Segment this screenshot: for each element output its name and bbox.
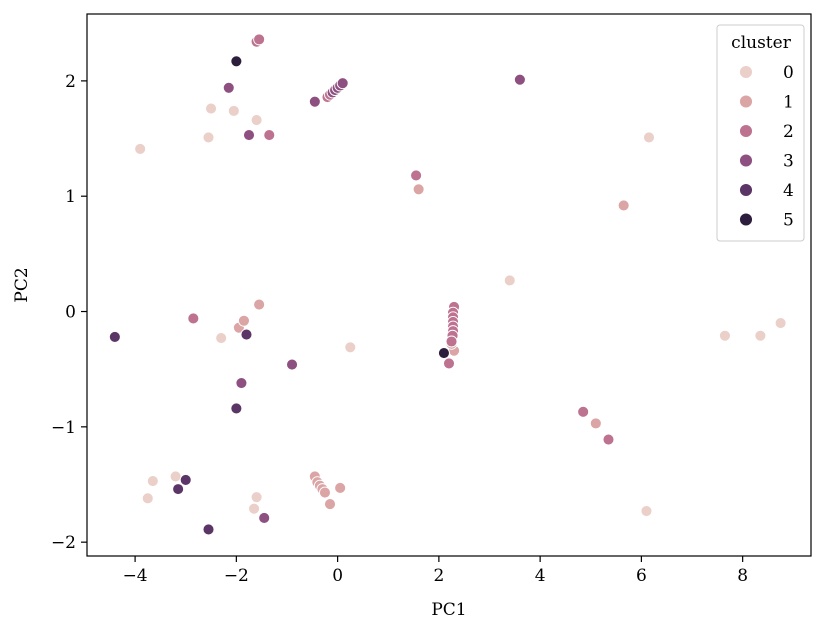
y-axis-label: PC2 xyxy=(12,267,32,302)
data-point-cluster-1 xyxy=(319,486,331,499)
data-point-cluster-0 xyxy=(503,274,516,287)
x-axis: −4 −2 0 2 4 6 8 xyxy=(123,556,748,586)
x-tick-label: −2 xyxy=(224,566,249,586)
data-point-cluster-2 xyxy=(443,357,455,370)
legend-marker-cluster-0 xyxy=(739,65,753,79)
x-tick-label: 8 xyxy=(737,566,748,586)
data-point-cluster-1 xyxy=(334,482,347,494)
data-point-cluster-4 xyxy=(230,402,243,415)
data-point-cluster-0 xyxy=(141,492,154,505)
y-tick-label: 2 xyxy=(65,72,76,92)
data-point-cluster-3 xyxy=(308,95,321,108)
data-point-cluster-3 xyxy=(222,81,235,94)
legend-label-cluster-3: 3 xyxy=(783,152,794,172)
data-point-cluster-5 xyxy=(230,55,243,68)
data-point-cluster-0 xyxy=(774,317,787,330)
legend-marker-cluster-4 xyxy=(739,183,753,197)
legend-marker-cluster-1 xyxy=(739,94,753,109)
data-point-cluster-3 xyxy=(243,129,255,142)
plot-area-frame xyxy=(86,13,812,557)
data-point-cluster-1 xyxy=(589,417,602,430)
y-tick-label: −2 xyxy=(51,533,76,553)
legend-label-cluster-0: 0 xyxy=(783,63,794,83)
data-point-cluster-2 xyxy=(577,405,590,418)
legend-box xyxy=(716,24,805,242)
data-point-cluster-0 xyxy=(202,131,215,144)
x-tick-label: 6 xyxy=(636,566,647,586)
y-tick-label: −1 xyxy=(51,418,76,438)
x-tick-label: 0 xyxy=(332,566,343,586)
data-point-cluster-5 xyxy=(437,347,450,359)
y-axis: −2 −1 0 1 2 xyxy=(51,72,87,553)
y-tick-label: 0 xyxy=(65,303,76,323)
data-point-cluster-4 xyxy=(240,328,253,341)
data-point-cluster-2 xyxy=(445,335,458,348)
data-point-cluster-0 xyxy=(227,104,240,117)
y-tick-label: 1 xyxy=(65,187,76,207)
legend-label-cluster-5: 5 xyxy=(783,211,794,231)
data-point-cluster-3 xyxy=(336,77,349,90)
data-point-cluster-4 xyxy=(179,473,192,486)
data-point-cluster-3 xyxy=(258,511,271,524)
data-point-cluster-0 xyxy=(250,491,263,504)
data-point-cluster-3 xyxy=(235,377,248,389)
data-point-cluster-4 xyxy=(108,330,121,343)
data-point-cluster-0 xyxy=(718,329,731,342)
data-point-cluster-1 xyxy=(412,183,425,196)
x-axis-label: PC1 xyxy=(431,600,466,620)
legend-label-cluster-4: 4 xyxy=(783,181,794,201)
data-point-cluster-0 xyxy=(643,131,655,144)
data-point-cluster-1 xyxy=(617,199,630,212)
data-point-cluster-2 xyxy=(263,129,276,142)
data-point-cluster-0 xyxy=(169,470,182,483)
data-point-cluster-3 xyxy=(513,73,526,86)
data-point-cluster-0 xyxy=(754,329,767,342)
legend-title: cluster xyxy=(731,33,792,53)
data-point-cluster-2 xyxy=(253,33,266,46)
x-tick-label: −4 xyxy=(123,566,148,586)
data-point-cluster-0 xyxy=(134,142,147,155)
data-point-cluster-1 xyxy=(324,498,336,511)
data-point-cluster-0 xyxy=(248,502,261,515)
legend-label-cluster-2: 2 xyxy=(783,122,794,142)
data-point-cluster-1 xyxy=(238,314,250,327)
data-point-cluster-2 xyxy=(602,433,615,446)
x-tick-label: 4 xyxy=(535,566,546,586)
legend-label-cluster-1: 1 xyxy=(783,93,794,113)
data-point-cluster-0 xyxy=(344,341,357,354)
points-layer xyxy=(108,33,787,536)
data-point-cluster-0 xyxy=(205,102,217,115)
legend: cluster 0 1 2 3 4 5 xyxy=(716,24,805,242)
data-point-cluster-0 xyxy=(640,505,653,517)
data-point-cluster-4 xyxy=(202,523,215,536)
data-point-cluster-0 xyxy=(250,114,263,127)
data-point-cluster-3 xyxy=(286,358,298,371)
data-point-cluster-2 xyxy=(187,312,200,325)
data-point-cluster-2 xyxy=(410,169,423,182)
data-point-cluster-1 xyxy=(253,298,266,311)
data-point-cluster-0 xyxy=(215,332,228,344)
legend-marker-cluster-3 xyxy=(739,153,753,168)
data-point-cluster-4 xyxy=(172,483,185,496)
data-point-cluster-0 xyxy=(146,475,159,487)
x-tick-label: 2 xyxy=(433,566,444,586)
legend-marker-cluster-5 xyxy=(739,212,753,227)
legend-marker-cluster-2 xyxy=(739,124,753,138)
